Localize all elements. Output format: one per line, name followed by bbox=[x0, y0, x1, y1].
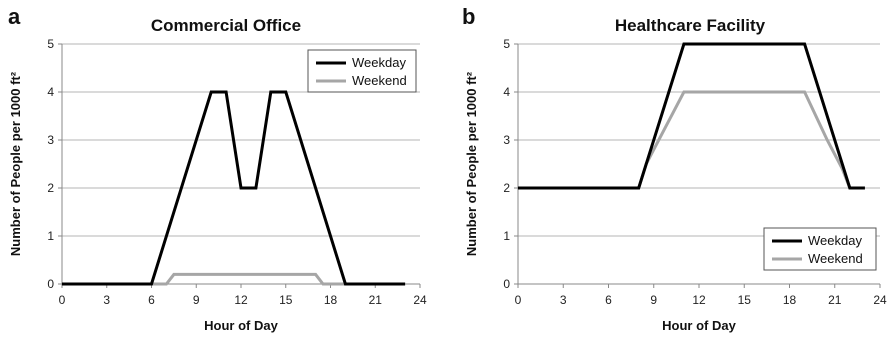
x-tick-label: 12 bbox=[692, 293, 706, 307]
y-tick-label: 3 bbox=[47, 133, 54, 147]
y-tick-label: 5 bbox=[47, 37, 54, 51]
x-tick-label: 21 bbox=[369, 293, 383, 307]
panel-letter: a bbox=[8, 4, 21, 29]
x-tick-label: 9 bbox=[650, 293, 657, 307]
legend-box bbox=[763, 227, 877, 271]
x-tick-label: 3 bbox=[103, 293, 110, 307]
legend-label-weekend: Weekend bbox=[352, 73, 407, 88]
y-tick-label: 3 bbox=[503, 133, 510, 147]
chart-title: Healthcare Facility bbox=[615, 16, 766, 35]
x-tick-label: 21 bbox=[828, 293, 842, 307]
legend-label-weekday: Weekday bbox=[808, 233, 862, 248]
x-tick-label: 9 bbox=[193, 293, 200, 307]
y-tick-label: 5 bbox=[503, 37, 510, 51]
x-tick-label: 3 bbox=[560, 293, 567, 307]
panel-letter: b bbox=[462, 4, 475, 29]
x-tick-label: 18 bbox=[324, 293, 338, 307]
x-tick-label: 0 bbox=[515, 293, 522, 307]
chart-title: Commercial Office bbox=[151, 16, 301, 35]
x-axis-label: Hour of Day bbox=[204, 318, 278, 333]
x-tick-label: 6 bbox=[148, 293, 155, 307]
x-tick-label: 12 bbox=[234, 293, 248, 307]
y-axis-label: Number of People per 1000 ft² bbox=[8, 71, 23, 256]
y-tick-label: 4 bbox=[47, 85, 54, 99]
y-tick-label: 2 bbox=[503, 181, 510, 195]
series-line-weekday bbox=[62, 90, 406, 286]
x-tick-label: 24 bbox=[413, 293, 427, 307]
x-tick-label: 15 bbox=[738, 293, 752, 307]
legend-box bbox=[307, 49, 417, 93]
y-tick-label: 1 bbox=[503, 229, 510, 243]
x-tick-label: 24 bbox=[873, 293, 887, 307]
legend-label-weekday: Weekday bbox=[352, 55, 406, 70]
legend: Weekday Weekend bbox=[763, 227, 877, 271]
y-tick-label: 2 bbox=[47, 181, 54, 195]
y-tick-label: 0 bbox=[47, 277, 54, 291]
legend-label-weekend: Weekend bbox=[808, 251, 863, 266]
x-tick-label: 0 bbox=[59, 293, 66, 307]
x-tick-label: 18 bbox=[783, 293, 797, 307]
x-axis-label: Hour of Day bbox=[662, 318, 736, 333]
y-tick-label: 1 bbox=[47, 229, 54, 243]
x-tick-label: 15 bbox=[279, 293, 293, 307]
y-tick-label: 0 bbox=[503, 277, 510, 291]
y-tick-label: 4 bbox=[503, 85, 510, 99]
x-tick-label: 6 bbox=[605, 293, 612, 307]
y-axis-label: Number of People per 1000 ft² bbox=[464, 71, 479, 256]
series-line-weekday bbox=[518, 42, 865, 190]
legend: Weekday Weekend bbox=[307, 49, 417, 93]
